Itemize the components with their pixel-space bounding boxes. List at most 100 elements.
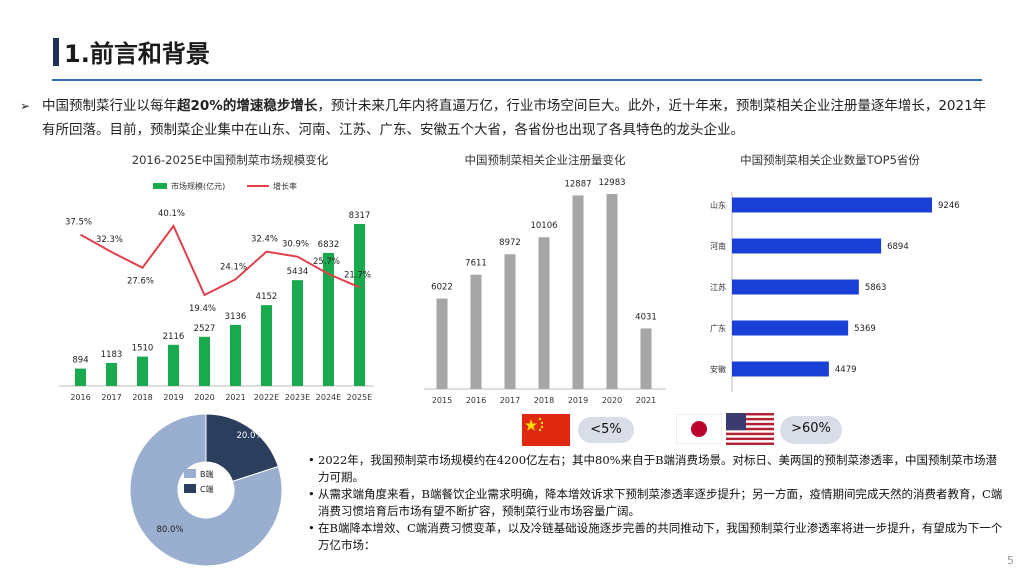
bar	[261, 305, 272, 386]
bar	[572, 195, 584, 389]
note-text: 2022年，我国预制菜市场规模约在4200亿左右；其中80%来自于B端消费场景。…	[318, 453, 998, 484]
bar-value-label: 12983	[598, 178, 625, 188]
bar-value-label: 5434	[287, 267, 309, 277]
bar-value-label: 5863	[865, 283, 887, 293]
bar-value-label: 6894	[887, 242, 909, 252]
note-item: • 从需求端角度来看，B端餐饮企业需求明确，降本增效诉求下预制菜渗透率逐步提升；另…	[308, 486, 1008, 520]
bar	[292, 280, 303, 386]
arrow-bullet-icon: ➢	[20, 99, 31, 113]
pie-value-label: 80.0%	[156, 525, 183, 535]
bar	[732, 197, 932, 213]
growth-label: 37.5%	[65, 218, 92, 228]
bar	[640, 328, 652, 389]
bar-value-label: 2116	[163, 332, 185, 342]
pie-value-label: 20.0%	[236, 431, 263, 441]
x-tick-label: 2016	[466, 396, 486, 405]
x-tick-label: 2018	[534, 396, 554, 405]
bar-value-label: 1183	[101, 350, 123, 360]
growth-label: 19.4%	[189, 304, 216, 314]
title-divider	[52, 79, 982, 81]
x-tick-label: 2021	[225, 393, 245, 402]
bar-value-label: 894	[72, 356, 88, 366]
x-tick-label: 2020	[602, 396, 622, 405]
x-tick-label: 2021	[636, 396, 656, 405]
bar	[323, 252, 334, 386]
x-tick-label: 2019	[568, 396, 588, 405]
chart2-title: 中国预制菜相关企业注册量变化	[464, 153, 626, 167]
x-tick-label: 2016	[70, 393, 90, 402]
intro-paragraph: ➢ 中国预制菜行业以每年超20%的增速稳步增长，预计未来几年内将直逼万亿，行业市…	[20, 94, 995, 142]
bar-value-label: 8317	[349, 211, 371, 221]
bar-value-label: 3136	[225, 312, 247, 322]
growth-label: 40.1%	[158, 209, 185, 219]
legend-label: 增长率	[273, 181, 297, 191]
bar	[230, 324, 241, 386]
bar	[199, 336, 210, 386]
bar-value-label: 9246	[938, 201, 960, 211]
bar	[470, 274, 482, 389]
x-tick-label: 2020	[194, 393, 214, 402]
usa-flag-icon	[726, 413, 774, 445]
market-size-chart: 市场规模(亿元) 增长率 894 2016 1183 2017 1510 2018 2116 20…	[59, 181, 374, 402]
intro-text-before: 中国预制菜行业以每年	[42, 98, 177, 114]
legend-label: B端	[200, 469, 214, 479]
bar-value-label: 12887	[564, 179, 591, 189]
top5-provinces-chart: 山东 9246 河南 6894 江苏 5863 广东 5369 安徽 4479	[710, 192, 960, 392]
bar	[354, 224, 365, 386]
x-tick-label: 2023E	[285, 393, 310, 402]
intro-text-after: ，预计未来几年内将直逼万亿，行业市场空间巨大。此外，近十年来，预制菜相关企业注册…	[42, 98, 987, 138]
legend-swatch	[184, 469, 196, 478]
bar-value-label: 7611	[465, 259, 487, 269]
title-accent-bar	[53, 38, 59, 66]
legend-swatch-bar	[153, 183, 167, 189]
bar	[75, 368, 86, 386]
bar	[137, 356, 148, 386]
b-c-share-pie: 20.0% 80.0% B端 C端	[129, 413, 283, 567]
bar	[106, 362, 117, 386]
growth-label: 24.1%	[220, 262, 247, 272]
growth-label: 25.7%	[313, 257, 340, 267]
growth-label: 32.4%	[251, 235, 278, 245]
japan-flag-icon	[676, 414, 722, 444]
bar	[436, 298, 448, 389]
bar-value-label: 4031	[635, 312, 657, 322]
bar	[732, 238, 882, 254]
intro-text: 中国预制菜行业以每年超20%的增速稳步增长，预计未来几年内将直逼万亿，行业市场空…	[42, 94, 995, 142]
growth-label: 32.3%	[96, 235, 123, 245]
japan-us-penetration-badge: >60%	[780, 416, 842, 444]
bar	[732, 320, 849, 336]
intro-text-emphasis: 超20%的增速稳步增长	[177, 98, 318, 114]
bar-value-label: 10106	[530, 221, 557, 231]
legend-label: C端	[200, 484, 214, 494]
growth-line	[80, 224, 360, 297]
note-item: • 在B端降本增效、C端消费习惯变革，以及冷链基础设施逐步完善的共同推动下，我国预…	[308, 520, 1008, 554]
y-tick-label: 山东	[710, 200, 726, 210]
x-tick-label: 2018	[132, 393, 152, 402]
bar	[606, 194, 618, 389]
y-tick-label: 江苏	[710, 282, 726, 292]
registration-chart: 6022 2015 7611 2016 8972 2017 10106 2018 12887 20…	[424, 178, 666, 405]
bar	[732, 279, 859, 295]
y-tick-label: 河南	[710, 241, 726, 251]
x-tick-label: 2019	[163, 393, 183, 402]
notes-list: • 2022年，我国预制菜市场规模约在4200亿左右；其中80%来自于B端消费场景…	[308, 452, 1008, 554]
bar-value-label: 6832	[318, 240, 340, 250]
legend-label: 市场规模(亿元)	[171, 181, 225, 191]
bar	[538, 237, 550, 389]
chart1-title: 2016-2025E中国预制菜市场规模变化	[131, 153, 329, 167]
china-penetration-badge: <5%	[578, 417, 634, 443]
note-bullet: •	[308, 453, 315, 467]
bar-value-label: 1510	[132, 344, 154, 354]
x-tick-label: 2015	[432, 396, 452, 405]
legend-swatch	[184, 484, 196, 493]
x-tick-label: 2024E	[316, 393, 341, 402]
x-tick-label: 2017	[101, 393, 121, 402]
bar-value-label: 4479	[835, 365, 857, 375]
bar-value-label: 2527	[194, 324, 216, 334]
x-tick-label: 2017	[500, 396, 520, 405]
bar-value-label: 4152	[256, 292, 278, 302]
page-title: 1.前言和背景	[64, 40, 210, 68]
x-tick-label: 2025E	[347, 393, 372, 402]
note-bullet: •	[308, 487, 315, 501]
bar	[732, 361, 829, 377]
